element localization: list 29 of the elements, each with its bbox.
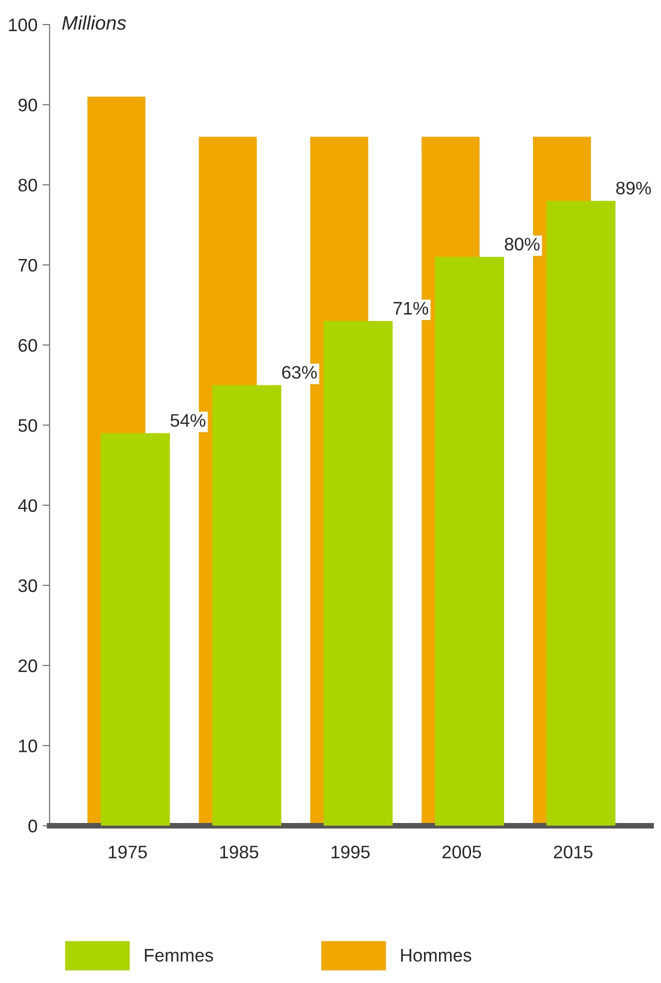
y-tick-label: 60 [18, 338, 38, 352]
x-tick-label: 2015 [554, 846, 592, 858]
x-tick-label: 2005 [442, 846, 482, 858]
annotation: 80% [504, 238, 540, 251]
y-tick-label: 80 [18, 178, 38, 192]
y-tick-label: 10 [19, 740, 38, 752]
x-tick-label: 1975 [108, 846, 147, 858]
y-tick-label: 30 [18, 579, 38, 592]
y-tick-label: 70 [18, 258, 38, 272]
bar [546, 200, 616, 826]
y-tick-label: 40 [18, 499, 38, 512]
y-axis-title: Millions [62, 16, 126, 30]
x-tick-label: 1995 [332, 846, 370, 858]
annotation: 71% [394, 302, 428, 315]
y-tick-label: 50 [18, 419, 38, 432]
y-tick-label: 100 [9, 18, 38, 32]
bar [212, 385, 282, 826]
y-tick-label: 0 [28, 820, 38, 832]
annotation: 63% [282, 366, 317, 379]
bar [324, 321, 393, 826]
x-tick-label: 1985 [220, 846, 258, 858]
annotation: 54% [170, 414, 206, 427]
annotation: 89% [616, 182, 651, 194]
legend-label: Femmes [144, 949, 214, 962]
y-tick-label: 90 [18, 98, 38, 112]
bar [434, 256, 504, 826]
bar [100, 433, 170, 826]
legend-label: Hommes [401, 949, 472, 962]
y-tick-label: 20 [18, 659, 38, 672]
